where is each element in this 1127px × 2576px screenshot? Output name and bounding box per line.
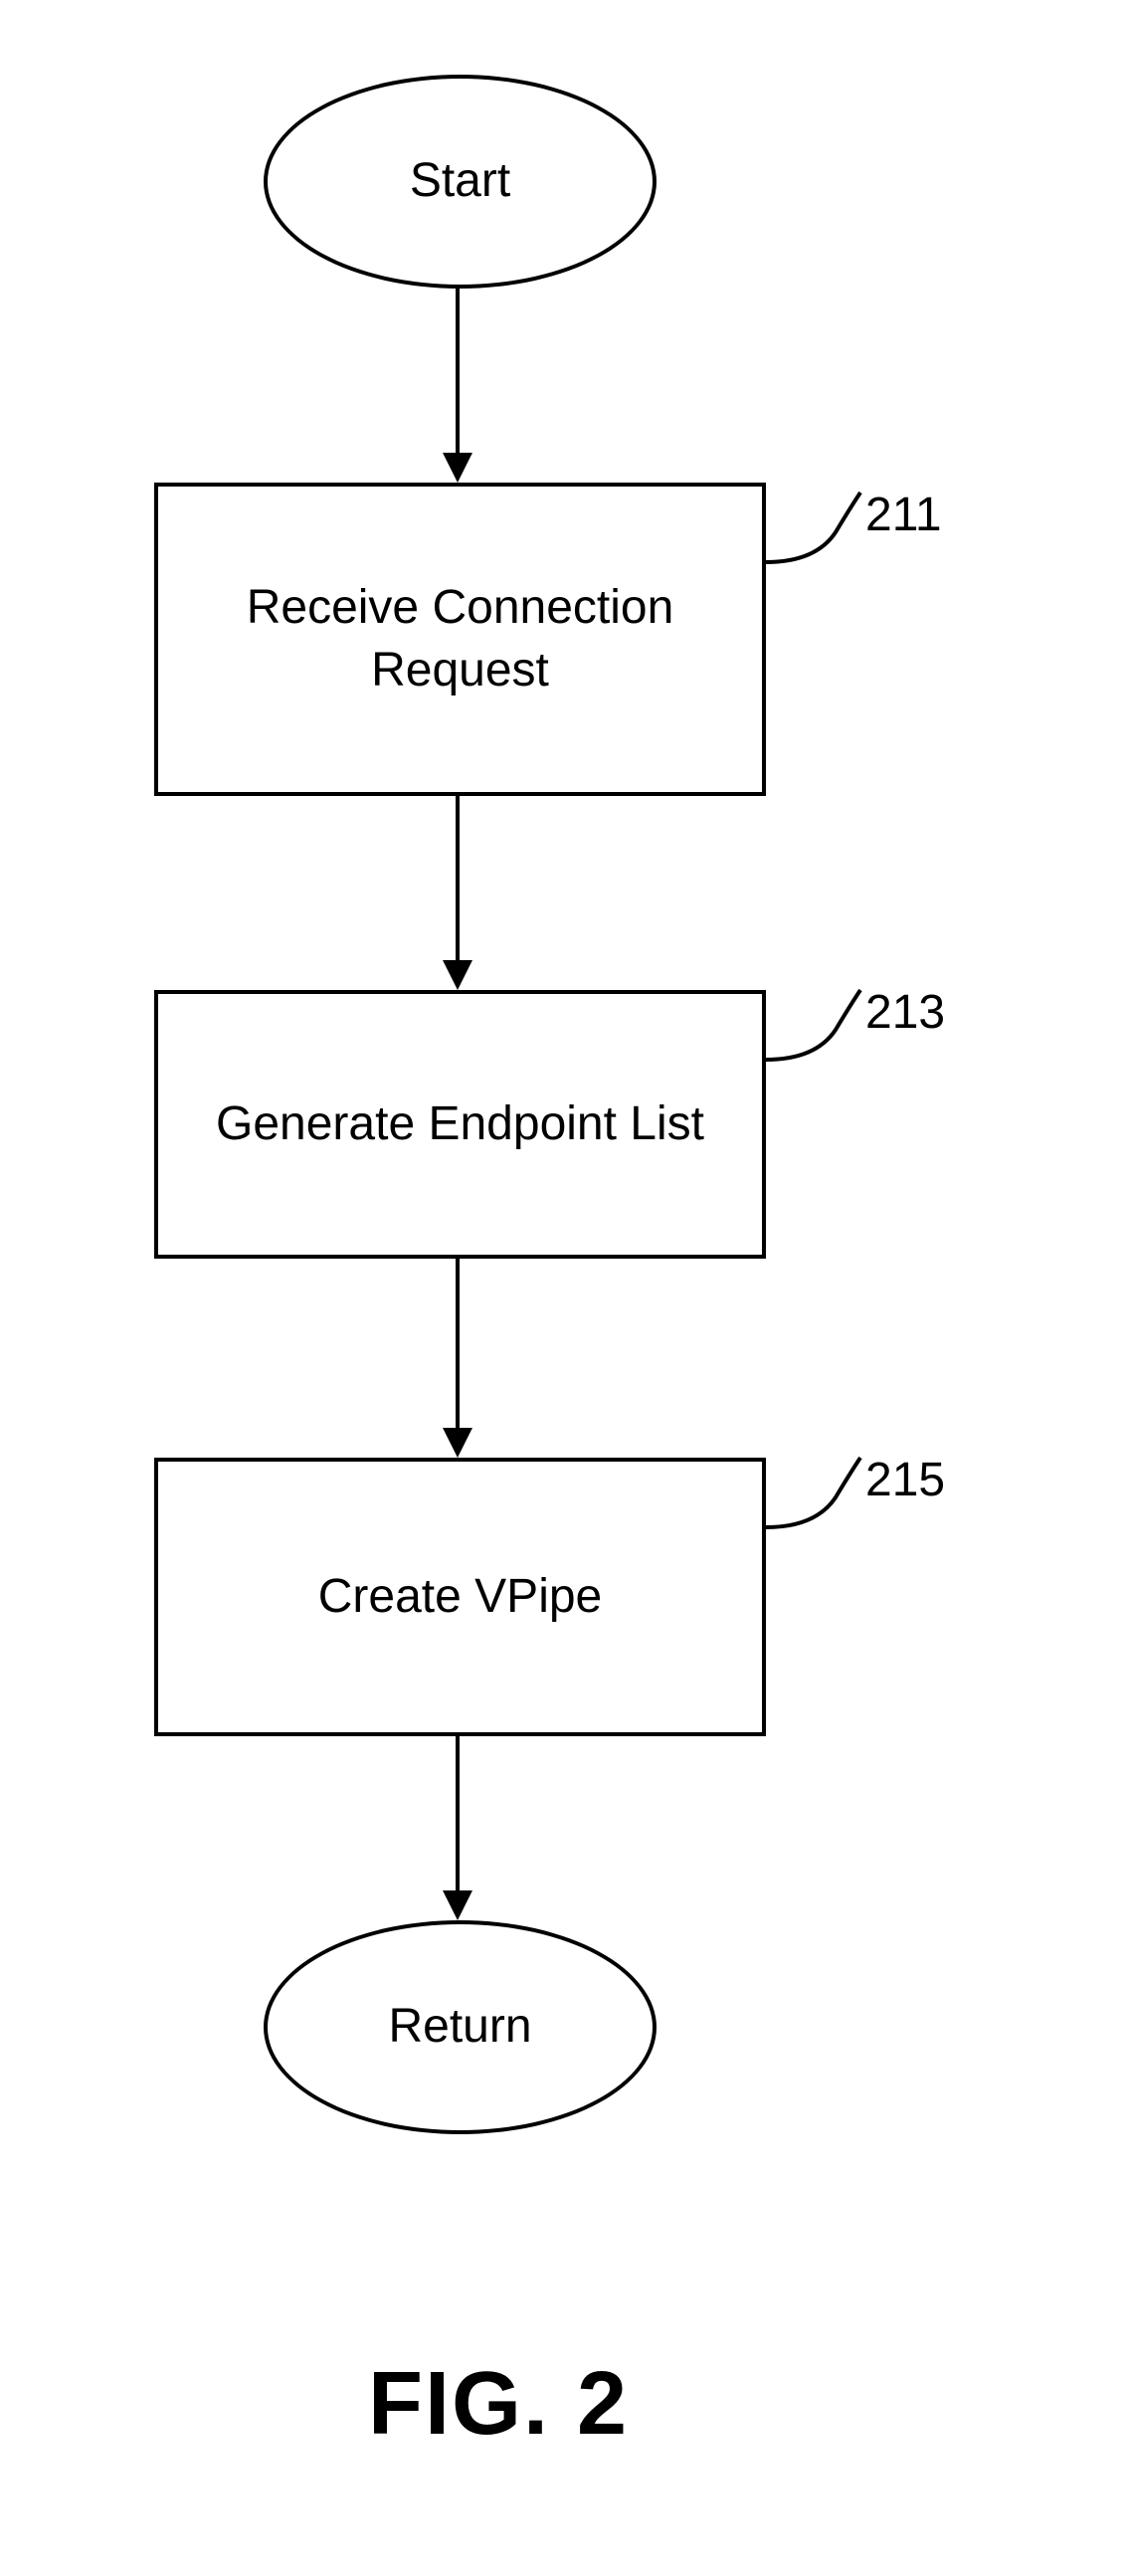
create-node: Create VPipe (154, 1458, 766, 1736)
receive-label: Receive Connection Request (247, 577, 674, 701)
arrow-3-head (443, 1428, 472, 1458)
ref-label-213: 213 (865, 985, 945, 1040)
generate-node: Generate Endpoint List (154, 990, 766, 1259)
generate-label: Generate Endpoint List (216, 1093, 704, 1155)
flowchart-container: Start Receive Connection Request 211 Gen… (0, 0, 1127, 2576)
start-node: Start (264, 75, 657, 289)
start-label: Start (410, 150, 510, 212)
return-node: Return (264, 1920, 657, 2134)
ref-label-211: 211 (865, 488, 942, 542)
arrow-1-head (443, 453, 472, 483)
create-label: Create VPipe (318, 1566, 603, 1628)
ref-label-215: 215 (865, 1453, 945, 1507)
ref-curve-213 (766, 985, 875, 1075)
arrow-3 (456, 1259, 460, 1428)
ref-curve-211 (766, 488, 875, 577)
arrow-2 (456, 796, 460, 960)
arrow-1 (456, 289, 460, 453)
arrow-4 (456, 1736, 460, 1890)
ref-curve-215 (766, 1453, 875, 1542)
figure-label: FIG. 2 (368, 2353, 629, 2456)
receive-node: Receive Connection Request (154, 483, 766, 796)
return-label: Return (388, 1996, 531, 2058)
arrow-2-head (443, 960, 472, 990)
arrow-4-head (443, 1890, 472, 1920)
